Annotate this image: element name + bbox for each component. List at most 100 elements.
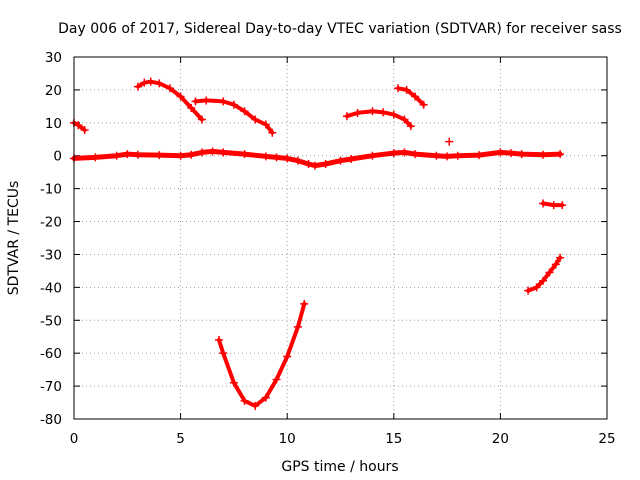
- data-point: [411, 150, 420, 159]
- data-point: [261, 152, 270, 161]
- data-point: [353, 108, 362, 117]
- data-point: [300, 299, 309, 308]
- grid: [73, 56, 608, 420]
- data-point: [123, 150, 132, 159]
- data-point: [229, 100, 238, 109]
- y-tick-label: 0: [53, 149, 62, 165]
- data-point: [400, 115, 409, 124]
- data-point: [539, 199, 548, 208]
- data-point: [240, 150, 249, 159]
- data-point: [176, 92, 185, 101]
- data-point: [133, 82, 142, 91]
- x-tick-label: 5: [176, 431, 185, 447]
- data-series: [70, 77, 567, 410]
- data-point: [443, 152, 452, 161]
- data-point: [321, 159, 330, 168]
- series-isolated-point: [445, 137, 454, 146]
- x-tick-label: 0: [70, 431, 79, 447]
- x-tick-label: 10: [279, 431, 296, 447]
- data-point: [524, 286, 533, 295]
- data-point: [402, 85, 411, 94]
- data-point: [202, 96, 211, 105]
- data-point: [507, 149, 516, 158]
- data-point: [445, 137, 454, 146]
- data-point: [368, 151, 377, 160]
- series-arc-a: [70, 118, 89, 135]
- data-point: [400, 148, 409, 157]
- data-point: [219, 148, 228, 157]
- data-point: [229, 378, 238, 387]
- series-line: [396, 86, 426, 107]
- series-near-zero-trace: [70, 147, 565, 170]
- y-axis-label: SDTVAR / TECUs: [6, 181, 22, 296]
- plot-frame: [73, 56, 608, 420]
- data-point: [304, 159, 313, 168]
- data-point: [261, 393, 270, 402]
- data-point: [453, 151, 462, 160]
- data-point: [176, 151, 185, 160]
- data-point: [293, 156, 302, 165]
- data-point: [80, 126, 89, 135]
- data-point: [240, 396, 249, 405]
- data-point: [556, 150, 565, 159]
- data-point: [496, 148, 505, 157]
- y-tick-label: -30: [40, 247, 62, 263]
- data-point: [272, 375, 281, 384]
- data-point: [539, 150, 548, 159]
- data-point: [214, 336, 223, 345]
- y-tick-label: 20: [45, 83, 62, 99]
- data-point: [197, 148, 206, 157]
- data-point: [532, 283, 541, 292]
- series-dip: [214, 299, 309, 410]
- data-point: [272, 153, 281, 162]
- data-point: [146, 77, 155, 86]
- x-tick-label: 15: [385, 431, 402, 447]
- series-arc-c: [191, 96, 277, 137]
- data-point: [379, 108, 388, 117]
- y-tick-label: 10: [45, 116, 62, 132]
- y-tick-label: -40: [40, 280, 62, 296]
- data-point: [551, 260, 560, 269]
- series-line: [72, 120, 87, 133]
- series-arc-d: [342, 107, 415, 131]
- y-tick-label: -10: [40, 182, 62, 198]
- data-point: [406, 122, 415, 131]
- y-tick-label: 30: [45, 50, 62, 66]
- data-point: [545, 268, 554, 277]
- data-point: [140, 78, 149, 87]
- y-tick-label: -60: [40, 346, 62, 362]
- data-point: [155, 79, 164, 88]
- series-line: [71, 148, 563, 169]
- data-point: [133, 150, 142, 159]
- data-point: [251, 401, 260, 410]
- series-arc-e: [394, 84, 428, 109]
- data-point: [197, 115, 206, 124]
- x-tick-label: 25: [598, 431, 615, 447]
- data-point: [74, 121, 83, 130]
- data-point: [165, 84, 174, 93]
- data-point: [419, 100, 428, 109]
- chart-title: Day 006 of 2017, Sidereal Day-to-day VTE…: [58, 21, 622, 37]
- y-tick-label: -20: [40, 215, 62, 231]
- data-point: [240, 107, 249, 116]
- data-point: [219, 97, 228, 106]
- data-point: [558, 201, 567, 210]
- data-point: [219, 349, 228, 358]
- y-tick-label: -80: [40, 412, 62, 428]
- data-point: [251, 115, 260, 124]
- series-arc-b: [133, 77, 206, 124]
- data-point: [283, 352, 292, 361]
- data-point: [475, 151, 484, 160]
- data-point: [112, 151, 121, 160]
- axis-ticks: 0 5 10 15 20 25 30 20 10 0 -10 -20 -30 -40 -50 -60 -70 -8…: [40, 50, 616, 447]
- data-point: [268, 128, 277, 137]
- data-point: [347, 155, 356, 164]
- data-point: [432, 151, 441, 160]
- data-point: [283, 154, 292, 163]
- data-point: [261, 120, 270, 129]
- y-tick-label: -50: [40, 313, 62, 329]
- data-point: [368, 107, 377, 116]
- data-point: [549, 201, 558, 210]
- series-late-rise: [524, 253, 565, 295]
